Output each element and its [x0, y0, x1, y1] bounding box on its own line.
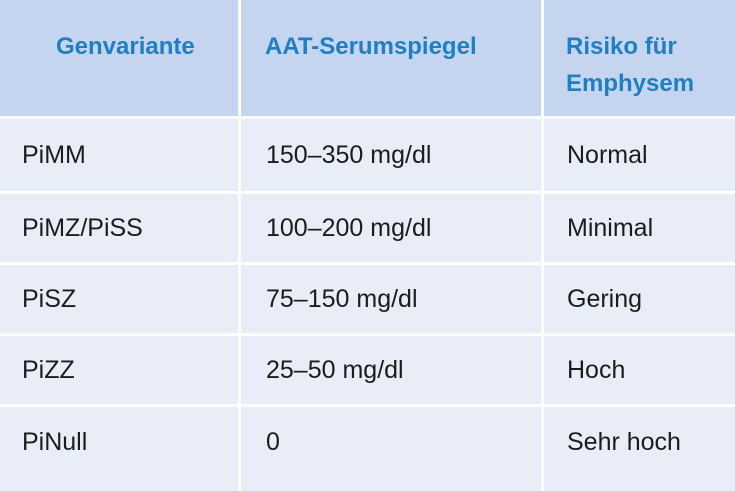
table-cell: 150–350 mg/dl [241, 119, 541, 191]
table-cell: 75–150 mg/dl [241, 265, 541, 333]
table-cell: Gering [544, 265, 735, 333]
table-cell: PiNull [0, 407, 238, 491]
cell-text: Minimal [567, 213, 654, 242]
cell-text: Hoch [567, 355, 626, 384]
table-cell: Sehr hoch [544, 407, 735, 491]
table-cell: PiMM [0, 119, 238, 191]
table-cell: Hoch [544, 336, 735, 404]
table-cell: 25–50 mg/dl [241, 336, 541, 404]
table-cell: Minimal [544, 194, 735, 262]
table-cell: PiZZ [0, 336, 238, 404]
header-genvariante: Genvariante [0, 0, 238, 116]
header-risiko: Risiko für Emphysem [544, 0, 735, 116]
cell-text: PiSZ [22, 284, 77, 313]
cell-text: Gering [567, 284, 643, 313]
cell-text: Sehr hoch [567, 427, 681, 456]
cell-text: 150–350 mg/dl [266, 140, 432, 169]
table-cell: 0 [241, 407, 541, 491]
cell-text: 0 [266, 427, 280, 456]
table-cell: Normal [544, 119, 735, 191]
table-cell: 100–200 mg/dl [241, 194, 541, 262]
cell-text: Normal [567, 140, 648, 169]
cell-text: PiZZ [22, 355, 75, 384]
cell-text: PiNull [22, 427, 88, 456]
cell-text: 25–50 mg/dl [266, 355, 404, 384]
cell-text: 100–200 mg/dl [266, 213, 432, 242]
table-cell: PiMZ/PiSS [0, 194, 238, 262]
header-label: Risiko für Emphysem [566, 33, 695, 97]
table-cell: PiSZ [0, 265, 238, 333]
cell-text: PiMM [22, 140, 86, 169]
header-aat-serumspiegel: AAT-Serumspiegel [241, 0, 541, 116]
cell-text: 75–150 mg/dl [266, 284, 418, 313]
header-label: Genvariante [56, 33, 195, 60]
header-label: AAT-Serumspiegel [265, 33, 477, 60]
cell-text: PiMZ/PiSS [22, 213, 143, 242]
